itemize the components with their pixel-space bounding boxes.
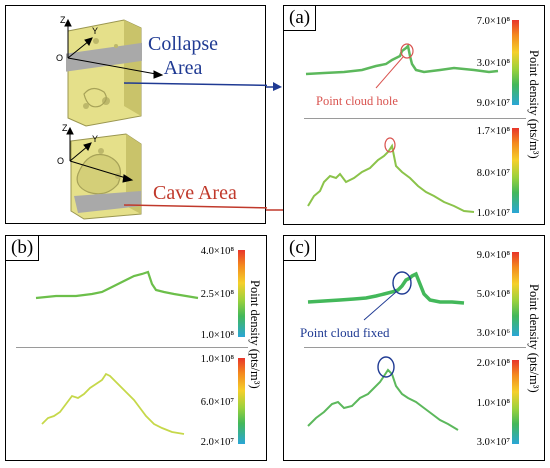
panel-a-top-min: 9.0×10⁷ bbox=[476, 98, 510, 109]
profile-b-top bbox=[35, 270, 199, 300]
hole-marker-a-bottom bbox=[384, 137, 396, 153]
panel-b-profiles bbox=[35, 270, 199, 435]
panel-c-bottom-max: 2.0×10⁸ bbox=[476, 358, 510, 369]
collapse-block bbox=[66, 19, 142, 127]
lower-axes bbox=[66, 126, 134, 183]
panel-a-top-colorbar bbox=[512, 20, 519, 105]
hole-marker-a-top bbox=[400, 43, 414, 59]
panel-c-top-colorbar bbox=[512, 252, 519, 336]
panel-b-bottom-max: 1.0×10⁸ bbox=[200, 354, 234, 365]
collapse-area-label: Collapse Area bbox=[148, 33, 218, 79]
panel-b-axis-title: Point density (pts/m³) bbox=[248, 280, 262, 389]
profile-a-top bbox=[305, 43, 499, 76]
panel-c-top-min: 3.0×10⁶ bbox=[476, 328, 510, 339]
panel-c-bottom-min: 3.0×10⁷ bbox=[476, 437, 510, 448]
upper-axis-o-label: O bbox=[56, 53, 64, 63]
panel-a-axis-title: Point density (pts/m³) bbox=[527, 50, 541, 159]
panel-b-bottom-colorbar bbox=[238, 358, 245, 444]
panel-b-divider bbox=[16, 347, 248, 348]
panel-a: (a) Point cloud hole 7.0×10⁸ 3.0×10⁸ 9.0… bbox=[283, 5, 545, 225]
panel-a-label: (a) bbox=[284, 6, 317, 31]
profile-c-top bbox=[307, 271, 465, 305]
panel-b-top-colorbar bbox=[238, 250, 245, 337]
profile-b-bottom bbox=[41, 372, 185, 435]
panel-a-bottom-mid: 8.0×10⁷ bbox=[476, 168, 510, 179]
overview-drawing bbox=[64, 18, 267, 220]
panel-a-bottom-max: 1.7×10⁸ bbox=[476, 126, 510, 137]
panel-b-top-mid: 2.5×10⁸ bbox=[200, 289, 234, 300]
hole-pointer bbox=[375, 56, 404, 89]
fixed-annotation: Point cloud fixed bbox=[300, 325, 390, 340]
upper-axis-y-label: Y bbox=[92, 26, 99, 36]
hole-annotation: Point cloud hole bbox=[316, 94, 398, 108]
cave-arrow bbox=[123, 204, 267, 209]
panel-b-bottom-min: 2.0×10⁷ bbox=[200, 437, 234, 448]
panel-c-divider bbox=[304, 347, 526, 348]
upper-axes bbox=[64, 18, 164, 79]
panel-b-label: (b) bbox=[6, 236, 40, 261]
panel-a-bottom-colorbar bbox=[512, 128, 519, 213]
panel-c-bottom-mid: 1.0×10⁸ bbox=[476, 398, 510, 409]
panel-a-top-max: 7.0×10⁸ bbox=[476, 16, 510, 27]
panel-c-top-mid: 5.0×10⁸ bbox=[476, 289, 510, 300]
upper-axis-z-label: Z bbox=[60, 15, 66, 25]
lower-axis-z-label: Z bbox=[62, 123, 68, 133]
profile-c-bottom bbox=[307, 368, 459, 431]
overview-panel: Z Y O Z Y O Collapse Area Cave Area bbox=[5, 5, 267, 224]
fixed-pointer bbox=[363, 291, 397, 321]
panel-c-profiles bbox=[307, 271, 465, 431]
panel-c-label: (c) bbox=[284, 236, 317, 261]
panel-b-bottom-mid: 6.0×10⁷ bbox=[200, 397, 234, 408]
cave-area-label: Cave Area bbox=[153, 182, 237, 204]
panel-a-profiles bbox=[305, 43, 499, 213]
fixed-marker-c-top bbox=[392, 271, 412, 295]
profile-a-bottom bbox=[307, 143, 475, 213]
lower-axis-y-label: Y bbox=[92, 134, 99, 144]
panel-c-axis-title: Point density (pts/m³) bbox=[527, 284, 541, 393]
panel-a-divider bbox=[304, 118, 526, 119]
panel-a-top-mid: 3.0×10⁸ bbox=[476, 58, 510, 69]
panel-b-top-max: 4.0×10⁸ bbox=[200, 246, 234, 257]
panel-c-bottom-colorbar bbox=[512, 360, 519, 444]
panel-c: (c) Point cloud fixed 9.0×10⁸ 5.0×10⁸ 3.… bbox=[283, 235, 545, 461]
panel-c-top-max: 9.0×10⁸ bbox=[476, 250, 510, 261]
panel-a-bottom-min: 1.0×10⁷ bbox=[476, 208, 510, 219]
collapse-arrow bbox=[123, 82, 267, 87]
cave-block bbox=[70, 133, 142, 220]
panel-b: (b) 4.0×10⁸ 2.5×10⁸ 1.0×10⁸ 1.0×10⁸ 6.0×… bbox=[5, 235, 267, 461]
panel-b-top-min: 1.0×10⁸ bbox=[200, 330, 234, 341]
lower-axis-o-label: O bbox=[57, 156, 65, 166]
fixed-marker-c-bottom bbox=[377, 356, 395, 378]
